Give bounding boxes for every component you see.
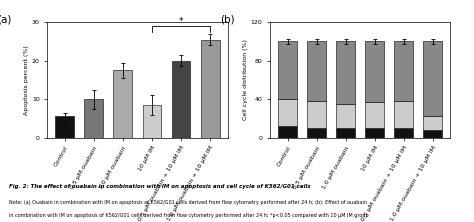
Bar xyxy=(423,130,442,138)
Bar xyxy=(201,40,219,138)
Bar xyxy=(307,128,326,138)
Bar xyxy=(365,42,384,102)
Bar xyxy=(278,99,297,126)
Bar xyxy=(394,128,413,138)
Bar xyxy=(336,104,355,128)
Bar xyxy=(278,126,297,138)
Text: Note: (a) Ouabain in combination with IM on apoptosis of K562/G01 cells derived : Note: (a) Ouabain in combination with IM… xyxy=(9,200,367,205)
Bar xyxy=(55,117,74,138)
Text: in combination with IM on apoptosis of K562/G01 cells derived from flow cytometr: in combination with IM on apoptosis of K… xyxy=(9,213,369,218)
Bar xyxy=(84,99,103,138)
Text: (a): (a) xyxy=(0,14,11,24)
Bar xyxy=(278,42,297,99)
Bar xyxy=(172,61,191,138)
Bar xyxy=(307,101,326,128)
Bar xyxy=(423,117,442,130)
Bar xyxy=(394,42,413,101)
Bar xyxy=(365,102,384,128)
Bar xyxy=(307,42,326,101)
Bar xyxy=(394,101,413,128)
Bar xyxy=(336,128,355,138)
Y-axis label: Apoptosis percent (%): Apoptosis percent (%) xyxy=(24,45,29,115)
Bar xyxy=(336,42,355,104)
Bar xyxy=(423,42,442,117)
Bar xyxy=(143,105,162,138)
Y-axis label: Cell cycle distribution (%): Cell cycle distribution (%) xyxy=(243,40,248,120)
Text: *: * xyxy=(179,17,183,26)
Bar xyxy=(113,70,132,138)
Text: (b): (b) xyxy=(220,14,234,24)
Bar xyxy=(365,128,384,138)
Text: Fig. 2: The effect of ouabain in combination with IM on apoptosis and cell cycle: Fig. 2: The effect of ouabain in combina… xyxy=(9,184,311,189)
